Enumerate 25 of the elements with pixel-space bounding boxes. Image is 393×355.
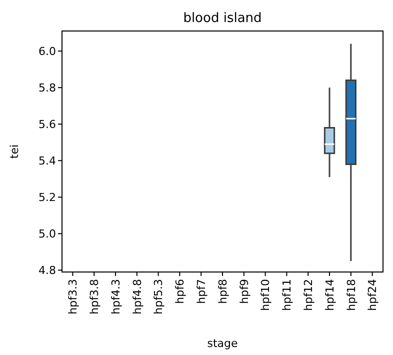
y-tick-label: 6.0 <box>38 44 56 58</box>
y-tick-label: 5.6 <box>38 118 56 131</box>
x-tick-label: hpf9 <box>238 279 251 304</box>
x-tick-label: hpf6 <box>174 279 187 304</box>
x-tick-label: hpf3.3 <box>66 279 80 314</box>
x-tick-label: hpf4.3 <box>109 279 122 314</box>
x-tick-label: hpf24 <box>366 279 380 311</box>
x-tick-label: hpf3.8 <box>88 279 101 314</box>
x-tick-label: hpf11 <box>280 279 294 311</box>
x-tick-label: hpf10 <box>259 279 272 311</box>
x-tick-label: hpf12 <box>302 279 315 311</box>
y-tick-label: 5.0 <box>38 228 56 241</box>
y-tick-label: 4.8 <box>38 264 56 278</box>
x-axis-title: stage <box>207 337 238 350</box>
y-tick-label: 5.4 <box>38 154 56 168</box>
x-tick-label: hpf18 <box>344 279 358 311</box>
y-tick-label: 5.2 <box>38 190 56 204</box>
chart-title: blood island <box>183 11 262 26</box>
y-axis-title: tei <box>8 144 21 159</box>
x-tick-label: hpf5.3 <box>152 279 166 314</box>
x-tick-label: hpf7 <box>194 279 208 304</box>
x-tick-label: hpf4.8 <box>130 279 144 314</box>
y-tick-label: 5.8 <box>38 81 56 94</box>
x-tick-label: hpf14 <box>323 279 336 311</box>
x-tick-label: hpf8 <box>216 279 230 304</box>
